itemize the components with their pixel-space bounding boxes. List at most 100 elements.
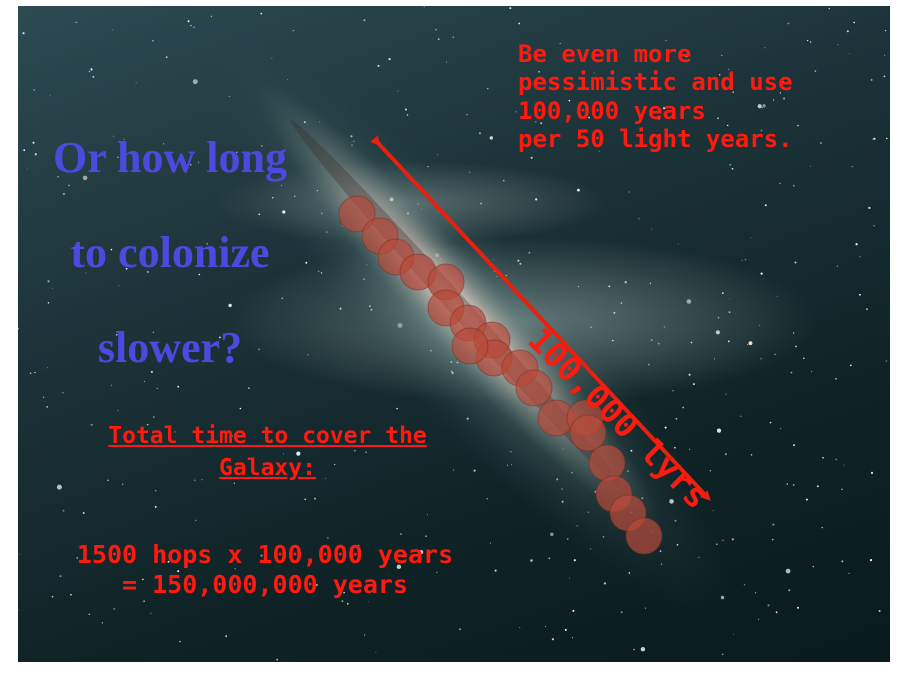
star: [551, 638, 555, 641]
star: [869, 559, 873, 562]
star: [760, 358, 762, 360]
star: [588, 116, 590, 119]
star: [258, 213, 261, 216]
star: [388, 58, 391, 61]
star: [603, 582, 607, 585]
colony-circle: [515, 369, 553, 407]
star: [535, 121, 537, 123]
star: [452, 36, 454, 38]
star: [33, 89, 35, 91]
star: [712, 510, 714, 512]
star: [487, 88, 489, 90]
star: [872, 138, 874, 140]
star: [43, 396, 45, 398]
star: [640, 647, 646, 652]
star: [733, 634, 734, 635]
total-calc-line-2: = 150,000,000 years: [122, 570, 408, 599]
star: [767, 604, 770, 607]
star: [198, 161, 200, 163]
star: [210, 15, 213, 17]
star: [760, 129, 763, 132]
star: [57, 176, 59, 178]
star: [23, 149, 26, 152]
star: [489, 542, 491, 544]
star: [156, 387, 158, 389]
star: [152, 40, 154, 42]
star: [47, 367, 48, 369]
star: [142, 578, 144, 581]
star: [146, 423, 149, 426]
star: [793, 444, 795, 447]
star: [228, 303, 232, 308]
star: [810, 165, 811, 167]
distance-arrow: [370, 135, 711, 501]
star: [165, 56, 168, 59]
star: [364, 634, 366, 636]
star: [785, 568, 791, 574]
star: [783, 97, 786, 100]
star: [19, 553, 20, 555]
star: [32, 141, 35, 144]
star: [47, 280, 50, 283]
star: [26, 168, 28, 170]
note-line-4: per 50 light years.: [518, 124, 793, 153]
star: [728, 68, 730, 70]
star: [307, 354, 309, 356]
star: [110, 248, 113, 251]
star: [795, 345, 797, 348]
star: [865, 308, 868, 311]
star: [846, 30, 849, 33]
star: [762, 104, 766, 108]
star: [270, 439, 273, 441]
star: [59, 575, 62, 577]
star: [518, 22, 521, 25]
star: [157, 507, 159, 509]
star: [758, 324, 760, 326]
star: [761, 107, 763, 109]
star: [363, 19, 366, 22]
star: [292, 30, 294, 32]
star: [177, 385, 180, 388]
star: [143, 380, 145, 382]
star: [573, 559, 576, 562]
star: [194, 479, 196, 481]
note-line-3: 100,000 years: [518, 96, 706, 125]
star: [51, 595, 54, 598]
star: [744, 258, 747, 261]
star: [146, 151, 149, 154]
star: [779, 182, 781, 185]
star: [112, 29, 113, 31]
star: [685, 55, 688, 58]
star: [354, 449, 356, 452]
star: [775, 611, 778, 614]
star: [118, 285, 120, 286]
star: [816, 485, 819, 488]
title-line-2: to colonize: [70, 227, 270, 277]
star: [837, 44, 839, 46]
star: [538, 71, 540, 73]
star: [117, 156, 119, 158]
star: [644, 106, 647, 109]
star: [150, 370, 153, 373]
star: [154, 505, 157, 508]
star: [426, 514, 428, 516]
star: [113, 608, 116, 610]
star: [740, 415, 742, 417]
star: [304, 498, 307, 501]
star: [494, 569, 497, 572]
star: [545, 625, 547, 627]
star: [22, 32, 25, 35]
star: [88, 613, 90, 615]
star: [56, 484, 62, 490]
star: [82, 512, 85, 514]
star: [859, 293, 861, 296]
star: [90, 68, 93, 71]
star: [49, 94, 51, 96]
star: [884, 54, 886, 57]
star: [400, 533, 402, 535]
star: [828, 7, 831, 10]
star: [248, 387, 250, 389]
star: [715, 330, 721, 335]
star: [750, 237, 752, 239]
star: [870, 79, 873, 81]
